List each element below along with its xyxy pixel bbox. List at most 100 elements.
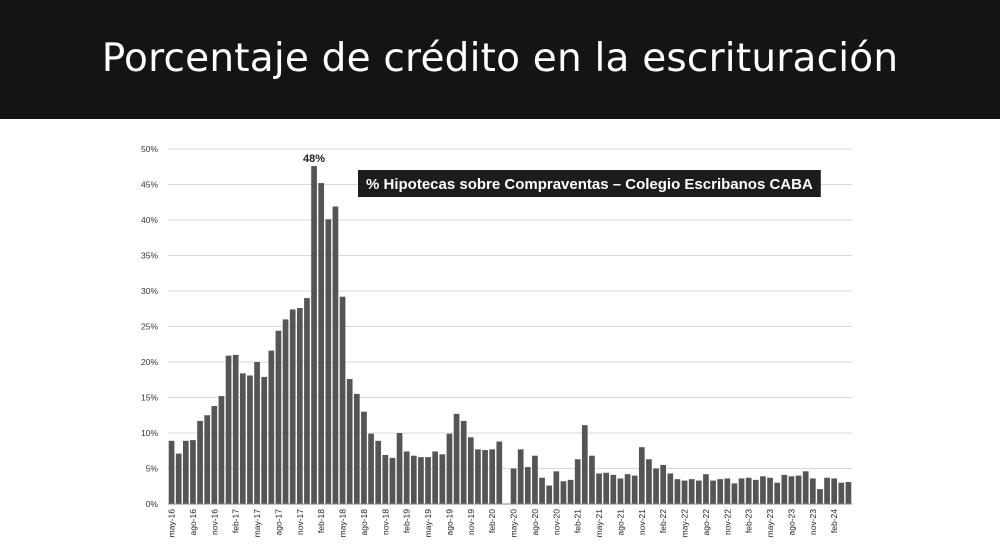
x-tick-label: ago-22 bbox=[701, 509, 711, 536]
bar-jun-21 bbox=[603, 472, 610, 504]
x-tick-label: ago-23 bbox=[786, 509, 796, 536]
y-tick-label: 20% bbox=[141, 357, 158, 367]
bar-ene-21 bbox=[567, 479, 574, 504]
bar-nov-23 bbox=[809, 478, 816, 504]
bar-ene-19 bbox=[396, 433, 403, 504]
x-tick-label: ago-18 bbox=[359, 509, 369, 536]
bar-sep-18 bbox=[368, 433, 374, 504]
x-tick-label: feb-17 bbox=[231, 509, 241, 533]
bar-feb-24 bbox=[831, 478, 838, 504]
bar-dic-19 bbox=[475, 449, 481, 504]
bar-dic-20 bbox=[560, 481, 567, 504]
bar-abr-24 bbox=[845, 481, 852, 504]
bar-may-22 bbox=[681, 480, 688, 504]
bar-may-23 bbox=[767, 477, 773, 504]
bar-jun-23 bbox=[774, 482, 781, 504]
y-tick-label: 50% bbox=[141, 144, 158, 154]
bar-may-21 bbox=[596, 473, 602, 504]
bar-nov-21 bbox=[638, 447, 645, 504]
chart-title: % Hipotecas sobre Compraventas – Colegio… bbox=[366, 176, 813, 193]
y-tick-label: 35% bbox=[141, 251, 158, 261]
y-tick-label: 25% bbox=[141, 322, 158, 332]
bar-ago-22 bbox=[703, 474, 709, 504]
bar-sep-19 bbox=[453, 413, 460, 504]
bar-ene-20 bbox=[482, 450, 488, 504]
x-tick-label: feb-23 bbox=[744, 509, 754, 533]
bar-may-16 bbox=[168, 440, 175, 504]
bar-jun-16 bbox=[175, 453, 182, 504]
bar-feb-20 bbox=[489, 449, 496, 504]
x-tick-label: feb-21 bbox=[573, 509, 583, 533]
bar-feb-23 bbox=[745, 477, 752, 504]
gridlines bbox=[168, 148, 852, 469]
bar-feb-22 bbox=[660, 464, 667, 504]
bar-ene-17 bbox=[225, 355, 232, 504]
x-axis-ticks: may-16 ago-16 nov-16 feb-17 may-17 ago-17 nov-… bbox=[167, 509, 840, 538]
bar-jun-18 bbox=[346, 379, 353, 504]
mortgage-share-bar-chart: 0% 5% 10% 15% 20% 25% 30% 35% 40% 45% 50% may-16 ag… bbox=[0, 119, 1000, 549]
bar-sep-20 bbox=[539, 477, 545, 504]
bar-sep-23 bbox=[795, 475, 802, 504]
bar-oct-20 bbox=[546, 485, 553, 504]
bar-nov-17 bbox=[296, 308, 303, 504]
bar-feb-21 bbox=[574, 459, 581, 504]
x-tick-label: nov-22 bbox=[722, 509, 732, 535]
bar-jun-20 bbox=[517, 449, 524, 504]
bar-jul-19 bbox=[439, 454, 446, 504]
bar-abr-23 bbox=[760, 476, 766, 504]
bar-mar-21 bbox=[581, 425, 588, 504]
x-tick-label: nov-21 bbox=[637, 509, 647, 535]
chart-title-box bbox=[358, 170, 821, 197]
x-tick-label: may-21 bbox=[594, 509, 604, 538]
bar-ago-17 bbox=[275, 330, 282, 504]
bar-mar-18 bbox=[325, 219, 332, 504]
bar-oct-18 bbox=[375, 440, 382, 504]
bar-jul-17 bbox=[268, 350, 275, 504]
bar-jul-21 bbox=[610, 474, 617, 504]
bar-mar-19 bbox=[410, 455, 417, 504]
y-tick-label: 15% bbox=[141, 393, 158, 403]
bar-jul-22 bbox=[695, 480, 702, 504]
y-tick-label: 40% bbox=[141, 215, 158, 225]
bar-ene-18 bbox=[311, 166, 317, 504]
bar-dic-21 bbox=[646, 459, 652, 504]
bar-may-17 bbox=[254, 362, 260, 504]
bar-dic-16 bbox=[218, 396, 225, 504]
bars bbox=[168, 166, 852, 504]
x-tick-label: may-19 bbox=[423, 509, 433, 538]
x-tick-label: nov-19 bbox=[466, 509, 476, 535]
x-tick-label: nov-18 bbox=[380, 509, 390, 535]
bar-sep-21 bbox=[624, 474, 631, 504]
bar-jul-20 bbox=[524, 467, 531, 504]
bar-feb-18 bbox=[318, 183, 325, 504]
x-tick-label: feb-22 bbox=[658, 509, 668, 533]
bar-jun-19 bbox=[432, 451, 439, 504]
bar-dic-18 bbox=[389, 457, 396, 504]
x-tick-label: nov-23 bbox=[808, 509, 818, 535]
y-tick-label: 5% bbox=[146, 464, 159, 474]
bar-mar-20 bbox=[496, 441, 503, 504]
bar-oct-17 bbox=[289, 309, 296, 504]
bar-dic-23 bbox=[817, 489, 823, 504]
bar-ene-22 bbox=[653, 468, 659, 504]
x-tick-label: feb-19 bbox=[402, 509, 412, 533]
x-tick-label: ago-20 bbox=[530, 509, 540, 536]
x-tick-label: may-16 bbox=[167, 509, 177, 538]
x-tick-label: feb-20 bbox=[487, 509, 497, 533]
x-tick-label: ago-16 bbox=[188, 509, 198, 536]
bar-ene-24 bbox=[824, 477, 830, 504]
x-tick-label: nov-17 bbox=[295, 509, 305, 535]
bar-nov-22 bbox=[724, 478, 731, 504]
bar-abr-18 bbox=[332, 206, 339, 504]
bar-oct-22 bbox=[717, 479, 724, 504]
bar-jun-17 bbox=[261, 376, 268, 504]
bar-nov-18 bbox=[382, 455, 389, 504]
x-tick-label: nov-20 bbox=[551, 509, 561, 535]
x-tick-label: ago-21 bbox=[615, 509, 625, 536]
y-tick-label: 10% bbox=[141, 428, 158, 438]
y-tick-label: 0% bbox=[146, 499, 159, 509]
bar-nov-20 bbox=[553, 471, 560, 504]
x-tick-label: feb-24 bbox=[829, 509, 839, 533]
x-tick-label: may-17 bbox=[252, 509, 262, 538]
bar-ago-20 bbox=[532, 455, 538, 504]
